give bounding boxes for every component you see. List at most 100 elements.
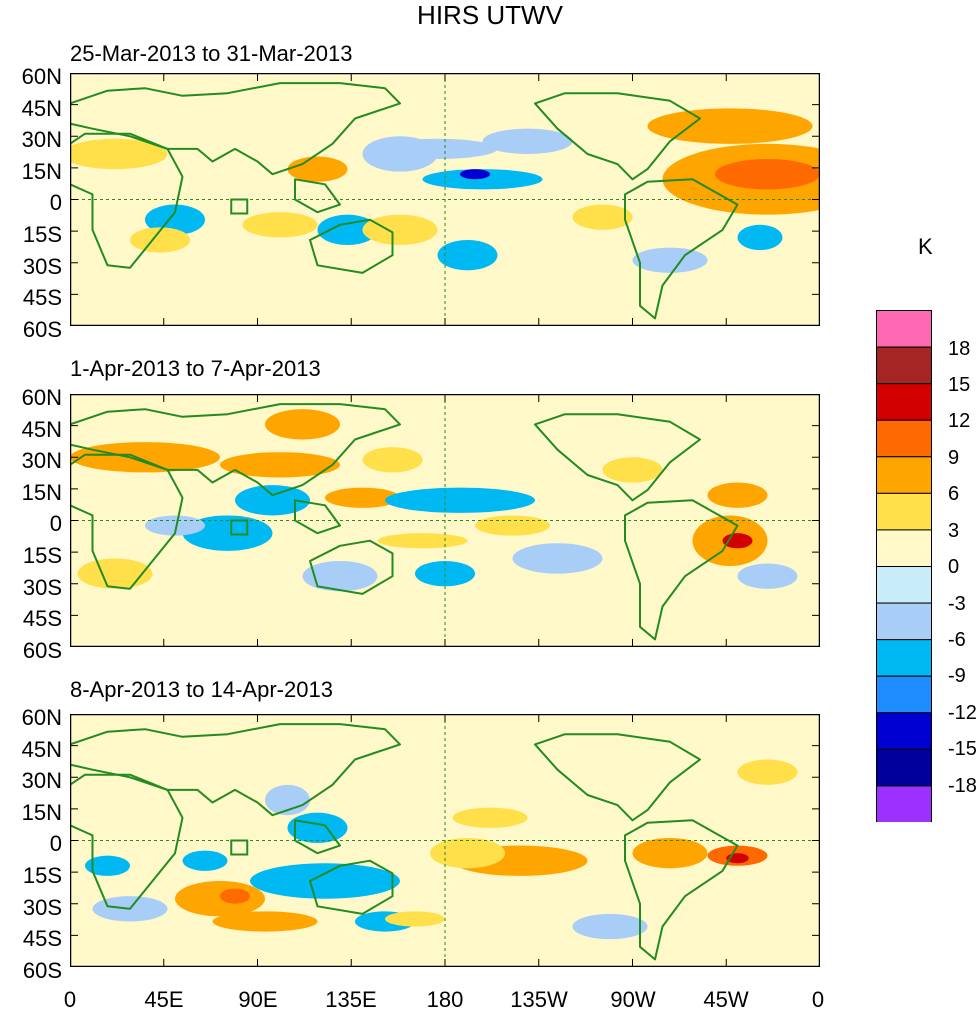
colorbar-swatch bbox=[876, 675, 932, 714]
colorbar-label: 0 bbox=[948, 556, 960, 578]
lat-label: 15N bbox=[21, 800, 62, 825]
lat-label: 0 bbox=[49, 190, 62, 215]
lat-label: 0 bbox=[49, 831, 62, 856]
continent-outline bbox=[70, 132, 184, 269]
continent-outline bbox=[294, 819, 341, 855]
anomaly-contour bbox=[460, 169, 490, 180]
anomaly-contour bbox=[325, 487, 400, 508]
anomaly-contour bbox=[250, 863, 400, 899]
anomaly-contour bbox=[182, 515, 273, 551]
map-panel-3 bbox=[70, 714, 820, 967]
lat-label: 0 bbox=[49, 511, 62, 536]
anomaly-contour bbox=[235, 485, 310, 516]
colorbar-swatch bbox=[876, 602, 932, 641]
anomaly-contour bbox=[415, 560, 475, 587]
colorbar-swatch bbox=[876, 639, 932, 677]
lat-label: 15N bbox=[21, 159, 62, 184]
continent-outline bbox=[624, 819, 739, 961]
colorbar bbox=[876, 310, 932, 822]
lat-label: 45N bbox=[21, 417, 62, 442]
lon-label: 135E bbox=[325, 987, 377, 1012]
anomaly-contour bbox=[512, 543, 603, 574]
lat-label: 60S bbox=[22, 958, 62, 983]
anomaly-contour bbox=[182, 850, 228, 871]
figure-title: HIRS UTWV bbox=[417, 0, 563, 30]
anomaly-contour bbox=[265, 784, 310, 816]
colorbar-label: -6 bbox=[948, 629, 966, 651]
anomaly-field bbox=[85, 759, 798, 940]
colorbar-unit: K bbox=[918, 234, 933, 259]
colorbar-swatch bbox=[876, 566, 932, 604]
lat-label: 45S bbox=[22, 606, 62, 631]
anomaly-contour bbox=[197, 219, 243, 271]
anomaly-contour bbox=[737, 563, 798, 589]
colorbar-label: 18 bbox=[948, 338, 971, 360]
colorbar-label: 9 bbox=[948, 447, 960, 469]
lat-label: 60N bbox=[21, 385, 62, 410]
anomaly-contour bbox=[175, 880, 265, 917]
lat-label: 45S bbox=[22, 285, 62, 310]
lon-label: 180 bbox=[426, 987, 464, 1012]
continent-outline bbox=[624, 499, 739, 641]
lat-label: 30N bbox=[21, 768, 62, 793]
lat-label: 60S bbox=[22, 317, 62, 342]
anomaly-contour bbox=[287, 156, 348, 182]
colorbar-label: -12 bbox=[948, 702, 977, 724]
anomaly-contour bbox=[77, 558, 153, 589]
anomaly-contour bbox=[242, 212, 318, 238]
colorbar-swatch bbox=[876, 456, 932, 494]
anomaly-contour bbox=[130, 227, 190, 253]
anomaly-contour bbox=[737, 759, 798, 785]
anomaly-contour bbox=[707, 482, 768, 508]
colorbar-label: 3 bbox=[948, 520, 960, 542]
continent-outline bbox=[309, 859, 394, 915]
continent-outline bbox=[70, 403, 401, 497]
anomaly-contour bbox=[302, 560, 378, 592]
panel-3-subtitle: 8-Apr-2013 to 14-Apr-2013 bbox=[70, 677, 333, 702]
lon-label: 135W bbox=[510, 987, 568, 1012]
axis-ticks bbox=[70, 73, 820, 326]
anomaly-contour bbox=[70, 138, 168, 170]
anomaly-contour bbox=[377, 138, 498, 160]
lat-label: 45S bbox=[22, 926, 62, 951]
coastlines bbox=[70, 723, 739, 961]
colorbar-swatch bbox=[876, 310, 932, 348]
anomaly-field bbox=[70, 409, 798, 592]
colorbar-swatch bbox=[876, 529, 932, 568]
lat-label: 45N bbox=[21, 737, 62, 762]
anomaly-contour bbox=[482, 128, 573, 154]
continent-outline bbox=[309, 218, 394, 274]
anomaly-contour bbox=[220, 888, 250, 904]
axis-ticks bbox=[70, 714, 820, 967]
lat-label: 15S bbox=[22, 543, 62, 568]
colorbar-swatch bbox=[876, 419, 932, 458]
region-box bbox=[230, 519, 249, 536]
colorbar-label: -3 bbox=[948, 593, 966, 615]
map-panel-2 bbox=[70, 394, 820, 647]
anomaly-contour bbox=[385, 911, 445, 927]
lon-label: 90E bbox=[238, 987, 278, 1012]
panel-2-subtitle: 1-Apr-2013 to 7-Apr-2013 bbox=[70, 356, 321, 381]
anomaly-contour bbox=[385, 487, 535, 513]
continent-outline bbox=[70, 723, 401, 817]
continent-outline bbox=[534, 733, 701, 822]
colorbar-swatch bbox=[876, 712, 932, 750]
anomaly-contour bbox=[452, 807, 528, 828]
colorbar-label: -15 bbox=[948, 738, 977, 760]
anomaly-contour bbox=[265, 409, 340, 440]
lat-label: 30S bbox=[22, 254, 62, 279]
colorbar-label: -9 bbox=[948, 665, 966, 687]
lat-label: 15S bbox=[22, 222, 62, 247]
anomaly-contour bbox=[70, 442, 220, 473]
colorbar-label: 12 bbox=[948, 410, 971, 432]
anomaly-contour bbox=[632, 837, 708, 869]
continent-outline bbox=[294, 499, 341, 535]
anomaly-field bbox=[70, 108, 820, 273]
continent-outline bbox=[534, 92, 701, 181]
anomaly-contour bbox=[430, 837, 505, 869]
continent-outline bbox=[70, 453, 184, 590]
colorbar-label: 15 bbox=[948, 374, 971, 396]
lon-label: 45E bbox=[144, 987, 184, 1012]
anomaly-contour bbox=[362, 214, 438, 246]
lat-label: 15N bbox=[21, 480, 62, 505]
